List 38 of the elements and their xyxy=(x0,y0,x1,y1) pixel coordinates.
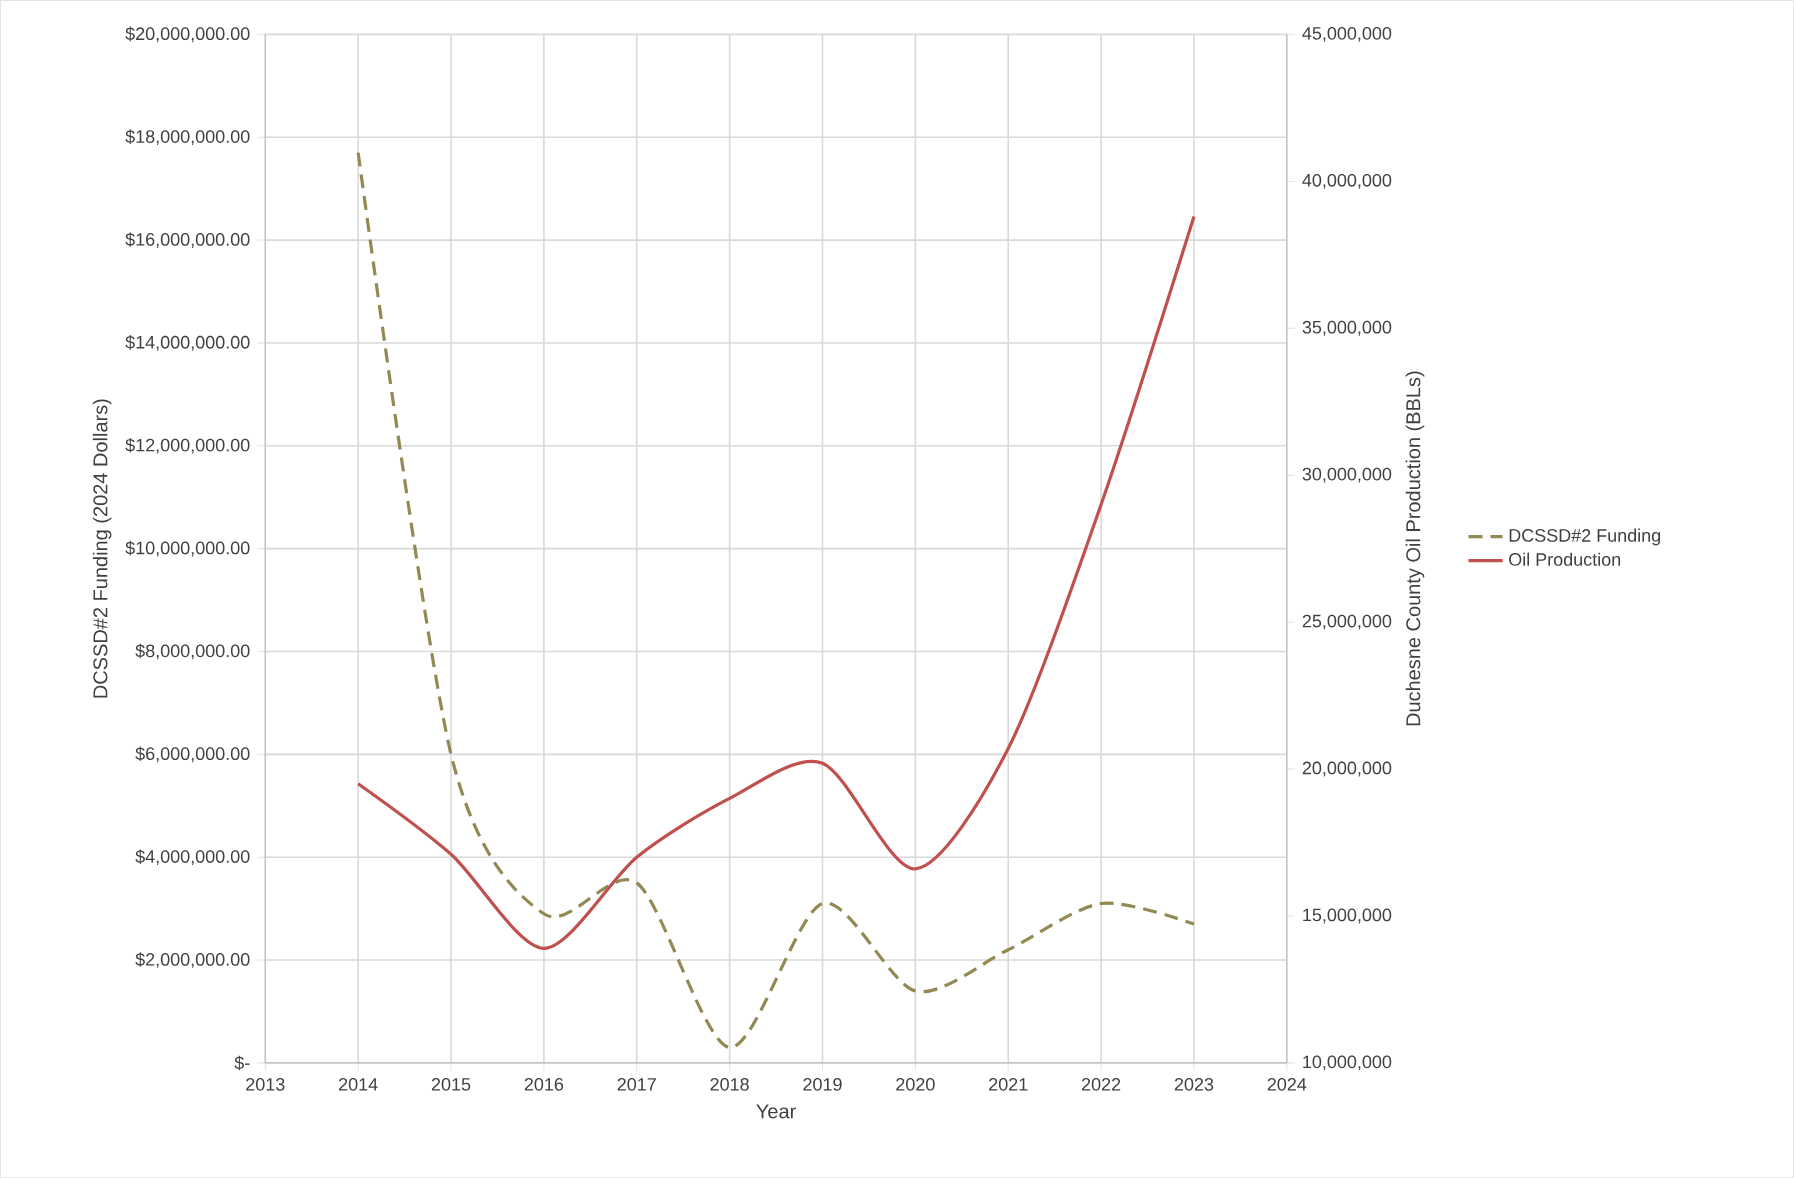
x-tick-label: 2017 xyxy=(617,1077,656,1091)
y2-tick-label: 15,000,000 xyxy=(1303,908,1392,924)
y2-tick-label: 25,000,000 xyxy=(1302,614,1392,630)
x-tick-label: 2024 xyxy=(1267,1077,1307,1091)
y-tick-label: $4,000,000.00 xyxy=(135,849,250,865)
line-series xyxy=(356,214,1196,950)
x-tick-label: 2014 xyxy=(339,1077,378,1091)
y2-tick-label: 40,000,000 xyxy=(1302,173,1392,189)
x-tick-label: 2016 xyxy=(524,1077,564,1091)
x-tick-label: 2015 xyxy=(431,1077,471,1091)
y-tick-label: $12,000,000.00 xyxy=(125,437,250,454)
y2-tick-label: 20,000,000 xyxy=(1302,761,1392,777)
y-tick-label: $20,000,000.00 xyxy=(125,26,250,43)
y-tick-label: $18,000,000.00 xyxy=(125,129,250,145)
x-tick-label: 2022 xyxy=(1081,1077,1121,1091)
y-axis-title: DCSSD#2 Funding (2024 Dollars) xyxy=(92,399,112,698)
y-tick-label: $6,000,000.00 xyxy=(135,746,250,763)
y-tick-label: $16,000,000.00 xyxy=(125,232,250,248)
legend-label: Oil Production xyxy=(1509,552,1621,566)
x-tick-label: 2018 xyxy=(710,1077,749,1091)
y2-tick-label: 10,000,000 xyxy=(1303,1055,1392,1071)
legend-label: DCSSD#2 Funding xyxy=(1509,528,1661,546)
y-tick-label: $- xyxy=(234,1055,250,1071)
x-tick-label: 2023 xyxy=(1174,1077,1214,1091)
y-tick-label: $10,000,000.00 xyxy=(125,540,250,557)
x-tick-label: 2019 xyxy=(803,1077,842,1091)
x-axis-title: Year xyxy=(756,1104,796,1119)
y-tick-label: $2,000,000.00 xyxy=(135,952,250,968)
y2-tick-label: 45,000,000 xyxy=(1302,26,1392,42)
y-tick-label: $8,000,000.00 xyxy=(135,643,250,660)
x-tick-label: 2013 xyxy=(246,1077,285,1091)
y-tick-label: $14,000,000.00 xyxy=(125,335,250,351)
line-series xyxy=(356,150,1196,1049)
x-tick-label: 2020 xyxy=(896,1077,935,1091)
y2-axis-title: Duchesne County Oil Production (BBLs) xyxy=(1405,371,1425,726)
x-tick-label: 2021 xyxy=(989,1077,1028,1091)
y2-tick-label: 35,000,000 xyxy=(1302,320,1392,336)
y2-tick-label: 30,000,000 xyxy=(1302,467,1392,483)
